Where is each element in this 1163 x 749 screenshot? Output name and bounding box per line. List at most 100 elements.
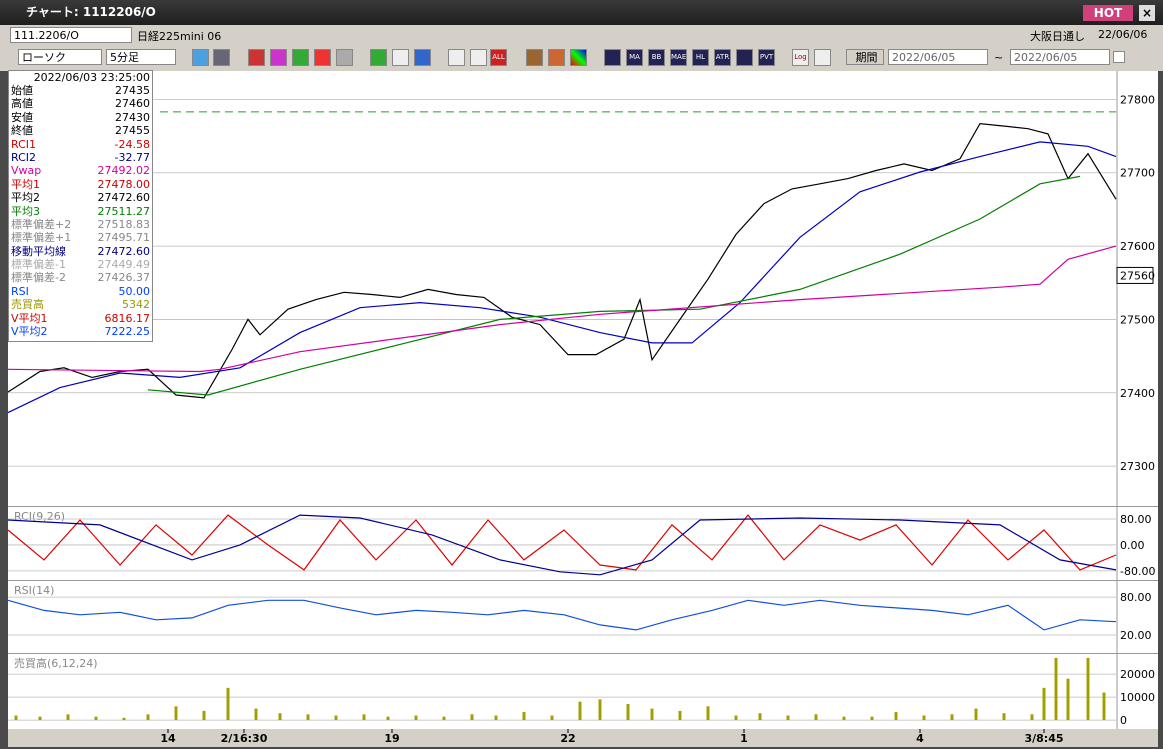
interval-select[interactable]: 5分足: [106, 49, 176, 65]
tool-icon[interactable]: [604, 49, 621, 66]
volume-bar: [758, 713, 762, 721]
period-button[interactable]: 期間: [846, 49, 884, 65]
tool-icon[interactable]: MA: [626, 49, 643, 66]
tool-icon[interactable]: [248, 49, 265, 66]
y-tick-label: 10000: [1120, 691, 1155, 704]
to-date[interactable]: 2022/06/05: [1010, 49, 1110, 65]
volume-bar: [626, 703, 630, 721]
info-label: 安値: [11, 110, 33, 124]
y-tick-label: -80.00: [1120, 565, 1155, 578]
tool-icon[interactable]: [192, 49, 209, 66]
tool-icon[interactable]: ATR: [714, 49, 731, 66]
info-value: 7222.25: [104, 325, 151, 339]
tool-icon[interactable]: [336, 49, 353, 66]
volume-bar: [202, 710, 206, 721]
info-row: RSI 50.00: [9, 285, 152, 298]
info-row: 高値 27460: [9, 97, 152, 110]
tool-bar: ローソク 5分足 ALL MA BB MAE HL ATR PVT Log 期間…: [0, 45, 1163, 71]
tool-icon[interactable]: [448, 49, 465, 66]
info-value: 5342: [122, 298, 150, 312]
volume-bar: [334, 715, 338, 721]
info-value: 27430: [115, 110, 150, 124]
series-line: [7, 514, 1117, 576]
tool-icon[interactable]: [570, 49, 587, 66]
tool-icon[interactable]: HL: [692, 49, 709, 66]
volume-bar: [842, 716, 846, 721]
info-value: 50.00: [118, 284, 151, 298]
volume-bar: [598, 699, 602, 721]
info-row: 平均1 27478.00: [9, 178, 152, 191]
hot-button[interactable]: HOT: [1083, 5, 1133, 21]
tool-icon[interactable]: [270, 49, 287, 66]
y-tick-label: 27300: [1120, 460, 1155, 473]
x-tick-label: 19: [384, 732, 399, 745]
tool-icon[interactable]: [292, 49, 309, 66]
volume-bar: [870, 716, 874, 721]
tool-icon[interactable]: Log: [792, 49, 809, 66]
volume-bar: [494, 715, 498, 721]
tool-icon[interactable]: ALL: [490, 49, 507, 66]
volume-bar: [146, 714, 150, 721]
info-label: 高値: [11, 97, 33, 111]
series-line: [7, 599, 1117, 631]
tool-icon[interactable]: [370, 49, 387, 66]
chart-kind-select[interactable]: ローソク: [18, 49, 102, 65]
volume-bar: [362, 714, 366, 721]
tool-icon[interactable]: [736, 49, 753, 66]
tool-icon[interactable]: [414, 49, 431, 66]
info-label: 標準偏差-2: [11, 271, 66, 285]
last-price-box: [1116, 266, 1154, 284]
volume-bar: [786, 715, 790, 721]
tool-icon[interactable]: [814, 49, 831, 66]
y-tick-label: 27700: [1120, 167, 1155, 180]
x-axis-band: [8, 729, 1158, 747]
info-label: 標準偏差-1: [11, 258, 66, 272]
checkbox[interactable]: [1113, 51, 1125, 63]
tool-icon[interactable]: [314, 49, 331, 66]
tool-icon[interactable]: [526, 49, 543, 66]
from-date[interactable]: 2022/06/05: [888, 49, 988, 65]
window-title: チャート: 1112206/O: [26, 5, 156, 19]
y-tick-label: 20000: [1120, 668, 1155, 681]
volume-bar: [414, 715, 418, 721]
info-value: 27472.60: [97, 191, 151, 205]
info-value: 27435: [115, 84, 150, 97]
tool-icon[interactable]: BB: [648, 49, 665, 66]
volume-bar: [814, 714, 818, 721]
volume-bar: [1042, 687, 1046, 721]
tool-icon[interactable]: [213, 49, 230, 66]
y-tick-label: 0: [1120, 714, 1127, 727]
tool-icon[interactable]: [470, 49, 487, 66]
volume-bar: [38, 716, 42, 721]
info-row: V平均1 6816.17: [9, 312, 152, 325]
info-value: 27449.49: [97, 258, 151, 272]
volume-bar: [522, 712, 526, 721]
y-tick-label: 27800: [1120, 93, 1155, 106]
info-value: 27478.00: [97, 177, 151, 191]
volume-bar: [974, 708, 978, 721]
series-line: [147, 175, 1081, 396]
info-label: V平均1: [11, 311, 48, 325]
volume-bar: [1102, 692, 1106, 721]
volume-bar: [226, 687, 230, 721]
info-label: 平均3: [11, 204, 40, 218]
tool-icon[interactable]: MAE: [670, 49, 687, 66]
tool-icon[interactable]: [548, 49, 565, 66]
volume-bar: [1002, 713, 1006, 721]
volume-bar: [1054, 657, 1058, 721]
info-row: 安値 27430: [9, 111, 152, 124]
panel-title: RSI(14): [14, 584, 54, 597]
tool-icon[interactable]: [392, 49, 409, 66]
volume-bar: [678, 710, 682, 721]
tool-icon[interactable]: PVT: [758, 49, 775, 66]
y-tick-label: 27500: [1120, 313, 1155, 326]
x-tick-label: 14: [160, 732, 176, 745]
y-tick-label: 80.00: [1120, 591, 1152, 604]
volume-bar: [706, 706, 710, 721]
symbol-field[interactable]: 111.2206/O: [10, 27, 132, 43]
info-row: Vwap 27492.02: [9, 164, 152, 177]
close-button[interactable]: ×: [1139, 5, 1155, 21]
volume-bar: [470, 714, 474, 721]
volume-bar: [894, 712, 898, 721]
x-tick-label: 22: [560, 732, 575, 745]
